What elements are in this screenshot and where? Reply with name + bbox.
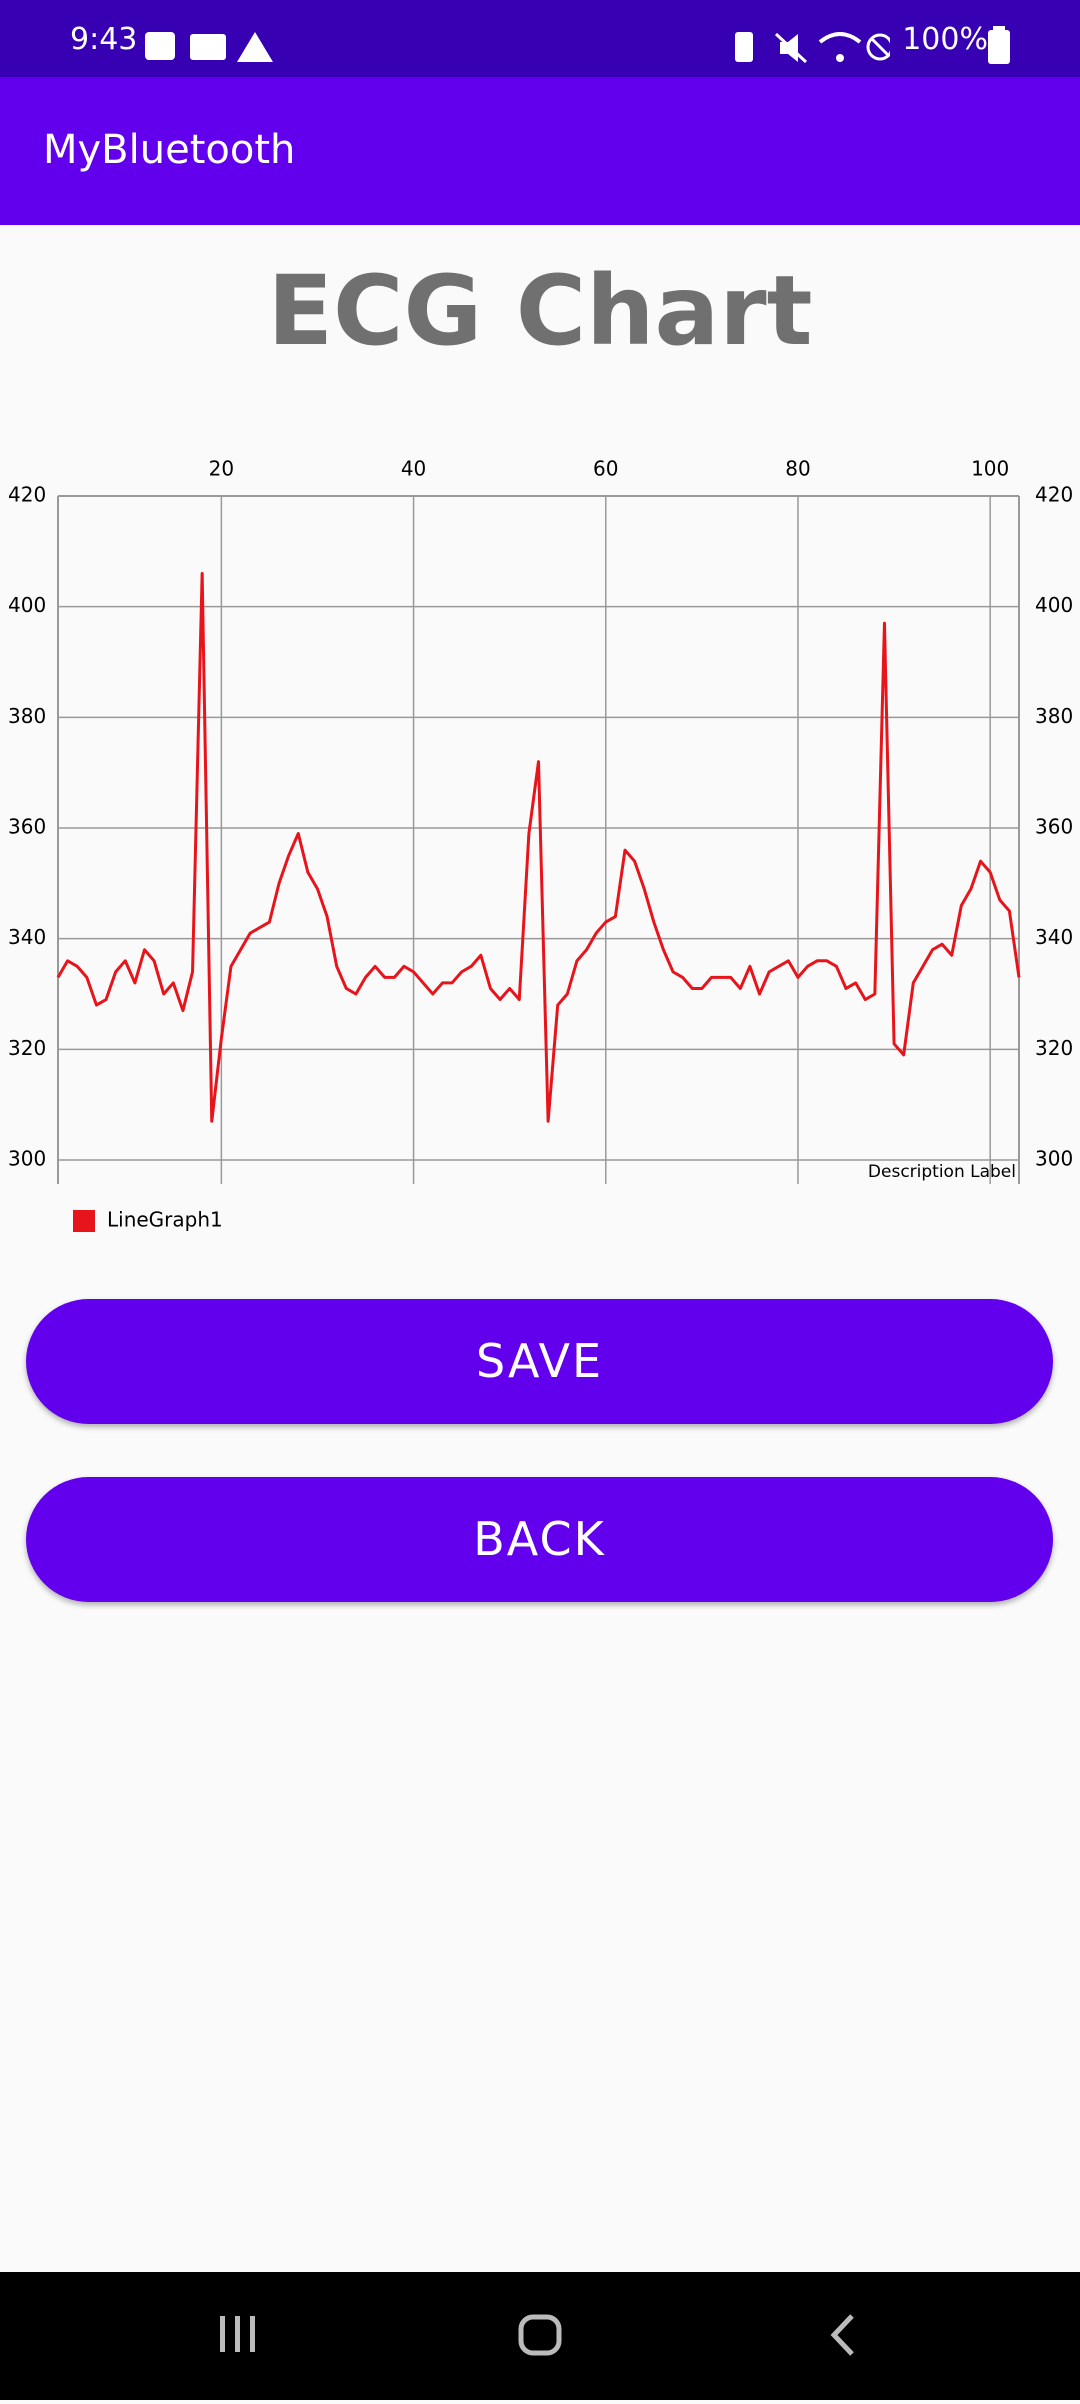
nav-icons bbox=[220, 2314, 854, 2356]
y-tick-label: 360 bbox=[8, 815, 46, 839]
y-tick-label: 320 bbox=[8, 1036, 46, 1060]
battery-icon bbox=[988, 26, 1010, 64]
legend-swatch bbox=[73, 1210, 95, 1232]
y2-tick-label: 360 bbox=[1035, 815, 1073, 839]
x-tick-label: 100 bbox=[971, 457, 1009, 481]
page-title: ECG Chart bbox=[267, 255, 813, 367]
nav-bar bbox=[0, 2272, 1080, 2400]
y2-tick-label: 300 bbox=[1035, 1147, 1073, 1171]
y-tick-label: 400 bbox=[8, 593, 46, 617]
chart: 300 320 340 360 380 400 420 300 320 340 360 380 400 4… bbox=[8, 457, 1073, 1232]
status-icons-right bbox=[735, 32, 890, 64]
data-line bbox=[56, 571, 1021, 1123]
back-button[interactable]: BACK bbox=[26, 1477, 1053, 1602]
x-tick-label: 40 bbox=[401, 457, 426, 481]
description-label: Description Label bbox=[868, 1162, 1016, 1182]
y2-tick-label: 380 bbox=[1035, 704, 1073, 728]
x-tick-label: 60 bbox=[593, 457, 618, 481]
x-tick-label: 80 bbox=[785, 457, 810, 481]
y2-tick-label: 420 bbox=[1035, 483, 1073, 507]
status-time: 9:43 bbox=[70, 22, 138, 57]
save-button[interactable]: SAVE bbox=[26, 1299, 1053, 1424]
app-title: MyBluetooth bbox=[43, 127, 296, 173]
status-bar: 9:43 100% bbox=[0, 0, 1080, 77]
y-tick-label: 380 bbox=[8, 704, 46, 728]
legend-label: LineGraph1 bbox=[107, 1208, 223, 1232]
status-icons bbox=[145, 32, 273, 62]
y2-tick-label: 320 bbox=[1035, 1036, 1073, 1060]
y2-tick-label: 340 bbox=[1035, 925, 1073, 949]
status-battery: 100% bbox=[902, 22, 988, 57]
app-bar: MyBluetooth bbox=[0, 77, 1080, 225]
y2-tick-label: 400 bbox=[1035, 593, 1073, 617]
y-tick-label: 300 bbox=[8, 1147, 46, 1171]
y-tick-label: 420 bbox=[8, 483, 46, 507]
x-tick-label: 20 bbox=[209, 457, 234, 481]
y-tick-label: 340 bbox=[8, 925, 46, 949]
